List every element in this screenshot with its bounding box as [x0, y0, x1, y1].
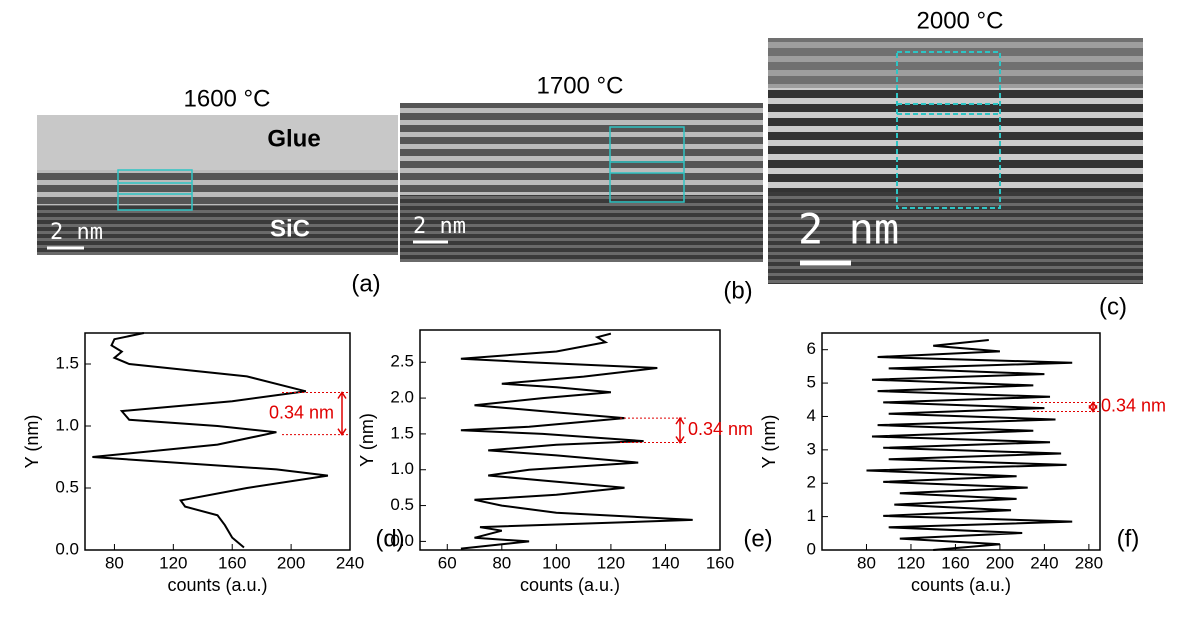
arrowhead — [1088, 401, 1098, 413]
x-tick-label: 200 — [986, 553, 1014, 572]
y-axis-label: Y (nm) — [759, 415, 779, 469]
x-tick-label: 120 — [597, 553, 625, 572]
panel-label: (e) — [743, 525, 772, 552]
panel-label: (d) — [375, 525, 404, 552]
x-tick-label: 120 — [159, 553, 187, 572]
y-tick-label: 0.5 — [55, 477, 79, 496]
image-title: 1700 °C — [537, 72, 624, 99]
x-tick-label: 160 — [941, 553, 969, 572]
y-tick-label: 3 — [807, 439, 816, 458]
y-tick-label: 1.5 — [55, 353, 79, 372]
y-tick-label: 1.5 — [390, 423, 414, 442]
y-axis-label: Y (nm) — [357, 413, 377, 467]
x-tick-label: 80 — [492, 553, 511, 572]
annotation-text: 0.34 nm — [688, 419, 753, 439]
arrowhead — [675, 416, 685, 444]
plot-frame — [821, 332, 1101, 551]
x-tick-label: 280 — [1075, 553, 1103, 572]
annotation-text: 0.34 nm — [269, 402, 334, 422]
plot-frame — [84, 332, 351, 551]
panel-label: (c) — [1099, 293, 1127, 320]
x-tick-label: 240 — [1030, 553, 1058, 572]
image-title: 2000 °C — [917, 7, 1004, 34]
y-tick-label: 6 — [807, 339, 816, 358]
profile-line — [460, 332, 693, 550]
micrograph-c — [768, 38, 1143, 284]
plot-frame — [419, 329, 721, 551]
x-tick-label: 160 — [706, 553, 734, 572]
y-tick-label: 1.0 — [55, 415, 79, 434]
y-tick-label: 0 — [807, 539, 816, 558]
panel-label: (b) — [723, 277, 752, 304]
annotation-text: 0.34 nm — [1101, 396, 1166, 416]
region-label: SiC — [270, 215, 310, 242]
y-tick-label: 2.5 — [390, 352, 414, 371]
panel-label: (a) — [351, 270, 380, 297]
micrograph-a — [37, 115, 398, 255]
arrowhead — [337, 391, 347, 437]
y-tick-label: 0.5 — [390, 495, 414, 514]
scale-label: 2 nm — [50, 220, 103, 245]
x-axis-label: counts (a.u.) — [911, 575, 1011, 595]
x-tick-label: 60 — [438, 553, 457, 572]
y-axis-label: Y (nm) — [22, 415, 42, 469]
scale-label: 2 nm — [413, 214, 466, 239]
y-tick-label: 1 — [807, 506, 816, 525]
x-tick-label: 140 — [651, 553, 679, 572]
y-tick-label: 2 — [807, 473, 816, 492]
profile-line — [866, 339, 1073, 551]
image-title: 1600 °C — [184, 85, 271, 112]
y-tick-label: 0.0 — [390, 531, 414, 550]
x-tick-label: 200 — [277, 553, 305, 572]
x-tick-label: 240 — [336, 553, 364, 572]
y-tick-label: 4 — [807, 406, 816, 425]
panel-label: (f) — [1117, 525, 1140, 552]
x-axis-label: counts (a.u.) — [167, 575, 267, 595]
profile-line — [92, 332, 329, 549]
x-tick-label: 80 — [857, 553, 876, 572]
x-axis-label: counts (a.u.) — [520, 575, 620, 595]
micrograph-b — [400, 103, 763, 262]
x-tick-label: 160 — [218, 553, 246, 572]
x-tick-label: 120 — [897, 553, 925, 572]
y-tick-label: 1.0 — [390, 459, 414, 478]
region-label: Glue — [267, 125, 320, 152]
scale-label: 2 nm — [798, 205, 899, 254]
x-tick-label: 80 — [105, 553, 124, 572]
y-tick-label: 0.0 — [55, 539, 79, 558]
x-tick-label: 100 — [542, 553, 570, 572]
y-tick-label: 5 — [807, 373, 816, 392]
y-tick-label: 2.0 — [390, 388, 414, 407]
